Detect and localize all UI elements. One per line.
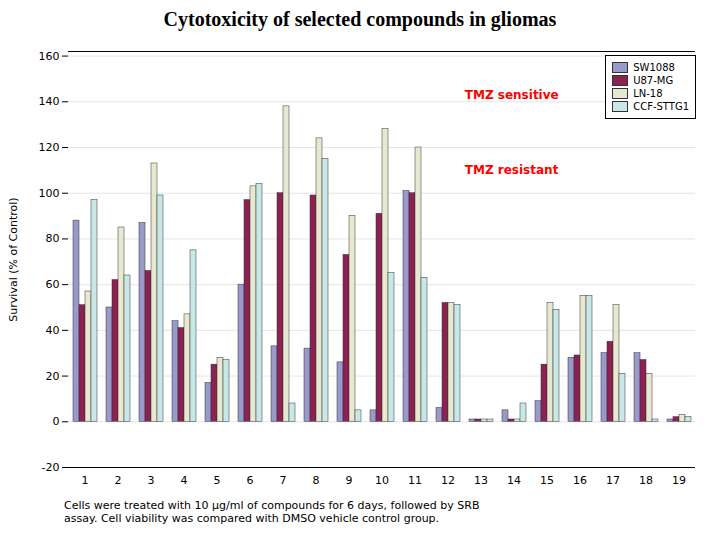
svg-text:6: 6	[247, 474, 254, 487]
svg-text:19: 19	[672, 474, 686, 487]
html-text:Cells were treated with 10 μg/: Cells were treated with 10 μg/ml of comp…	[64, 499, 480, 525]
svg-text:18: 18	[639, 474, 653, 487]
svg-text:1: 1	[82, 474, 89, 487]
svg-text:9: 9	[346, 474, 353, 487]
svg-text:4: 4	[181, 474, 188, 487]
svg-text:40: 40	[46, 324, 60, 337]
svg-text:12: 12	[441, 474, 455, 487]
svg-text:3: 3	[148, 474, 155, 487]
svg-text:10: 10	[375, 474, 389, 487]
svg-text:16: 16	[573, 474, 587, 487]
svg-text:7: 7	[280, 474, 287, 487]
svg-text:120: 120	[39, 141, 60, 154]
svg-text:100: 100	[39, 187, 60, 200]
svg-text:20: 20	[46, 370, 60, 383]
svg-text:14: 14	[507, 474, 521, 487]
svg-text:TMZ sensitive: TMZ sensitive	[465, 88, 559, 102]
svg-text:160: 160	[39, 50, 60, 63]
svg-text:11: 11	[408, 474, 422, 487]
svg-text:5: 5	[214, 474, 221, 487]
html-text:CCF-STTG1: CCF-STTG1	[633, 101, 689, 112]
svg-text:15: 15	[540, 474, 554, 487]
svg-text:2: 2	[115, 474, 122, 487]
svg-text:8: 8	[313, 474, 320, 487]
html-text:U87-MG: U87-MG	[633, 75, 674, 86]
svg-text:60: 60	[46, 278, 60, 291]
html-text:SW1088: SW1088	[633, 62, 675, 73]
svg-text:80: 80	[46, 232, 60, 245]
svg-text:Survival (% of Control): Survival (% of Control)	[7, 197, 20, 321]
svg-text:TMZ resistant: TMZ resistant	[465, 163, 559, 177]
svg-text:0: 0	[53, 415, 60, 428]
svg-text:13: 13	[474, 474, 488, 487]
html-text:Cytotoxicity of selected compo: Cytotoxicity of selected compounds in gl…	[163, 8, 557, 30]
svg-text:140: 140	[39, 95, 60, 108]
svg-text:17: 17	[606, 474, 620, 487]
svg-text:-20: -20	[42, 461, 60, 474]
html-text:LN-18: LN-18	[633, 88, 663, 99]
